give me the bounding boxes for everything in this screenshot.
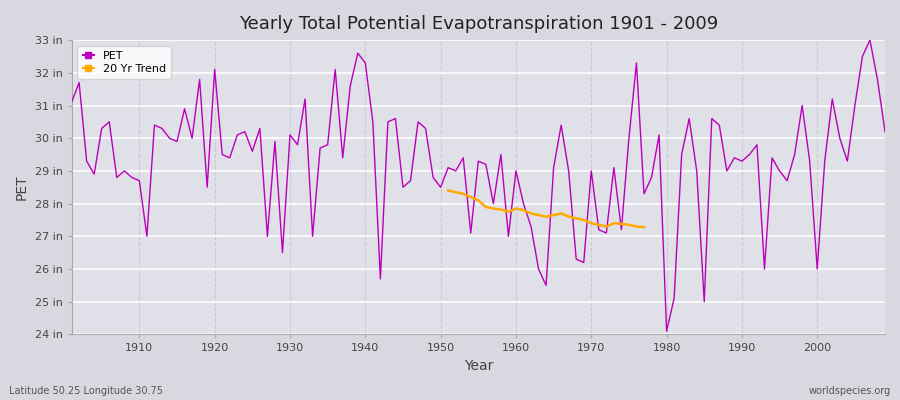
20 Yr Trend <box>593 222 604 227</box>
Y-axis label: PET: PET <box>15 174 29 200</box>
20 Yr Trend <box>555 211 566 216</box>
20 Yr Trend <box>450 190 461 194</box>
20 Yr Trend <box>533 213 544 218</box>
20 Yr Trend <box>526 211 536 216</box>
20 Yr Trend <box>586 221 597 226</box>
20 Yr Trend <box>541 214 552 219</box>
PET <box>865 38 876 42</box>
20 Yr Trend <box>518 208 529 212</box>
20 Yr Trend <box>579 218 590 222</box>
20 Yr Trend <box>601 224 612 229</box>
Text: Latitude 50.25 Longitude 30.75: Latitude 50.25 Longitude 30.75 <box>9 386 163 396</box>
Text: worldspecies.org: worldspecies.org <box>809 386 891 396</box>
20 Yr Trend <box>510 206 521 211</box>
PET <box>601 231 612 236</box>
20 Yr Trend <box>624 222 634 227</box>
20 Yr Trend <box>488 206 499 211</box>
X-axis label: Year: Year <box>464 359 493 373</box>
PET <box>292 142 303 147</box>
20 Yr Trend <box>608 221 619 226</box>
PET <box>503 234 514 239</box>
20 Yr Trend <box>571 216 581 221</box>
20 Yr Trend <box>631 224 642 229</box>
Line: PET: PET <box>72 40 885 331</box>
PET <box>338 156 348 160</box>
20 Yr Trend <box>458 192 469 196</box>
PET <box>126 175 137 180</box>
Legend: PET, 20 Yr Trend: PET, 20 Yr Trend <box>77 46 171 79</box>
Line: 20 Yr Trend: 20 Yr Trend <box>448 190 644 227</box>
Title: Yearly Total Potential Evapotranspiration 1901 - 2009: Yearly Total Potential Evapotranspiratio… <box>238 15 718 33</box>
20 Yr Trend <box>443 188 454 193</box>
20 Yr Trend <box>465 195 476 200</box>
PET <box>510 168 521 173</box>
20 Yr Trend <box>496 207 507 212</box>
20 Yr Trend <box>548 213 559 218</box>
20 Yr Trend <box>481 204 491 209</box>
20 Yr Trend <box>563 214 574 219</box>
PET <box>67 100 77 105</box>
20 Yr Trend <box>472 198 483 203</box>
20 Yr Trend <box>503 209 514 214</box>
20 Yr Trend <box>616 222 626 226</box>
PET <box>662 329 672 334</box>
20 Yr Trend <box>639 225 650 230</box>
PET <box>879 129 890 134</box>
